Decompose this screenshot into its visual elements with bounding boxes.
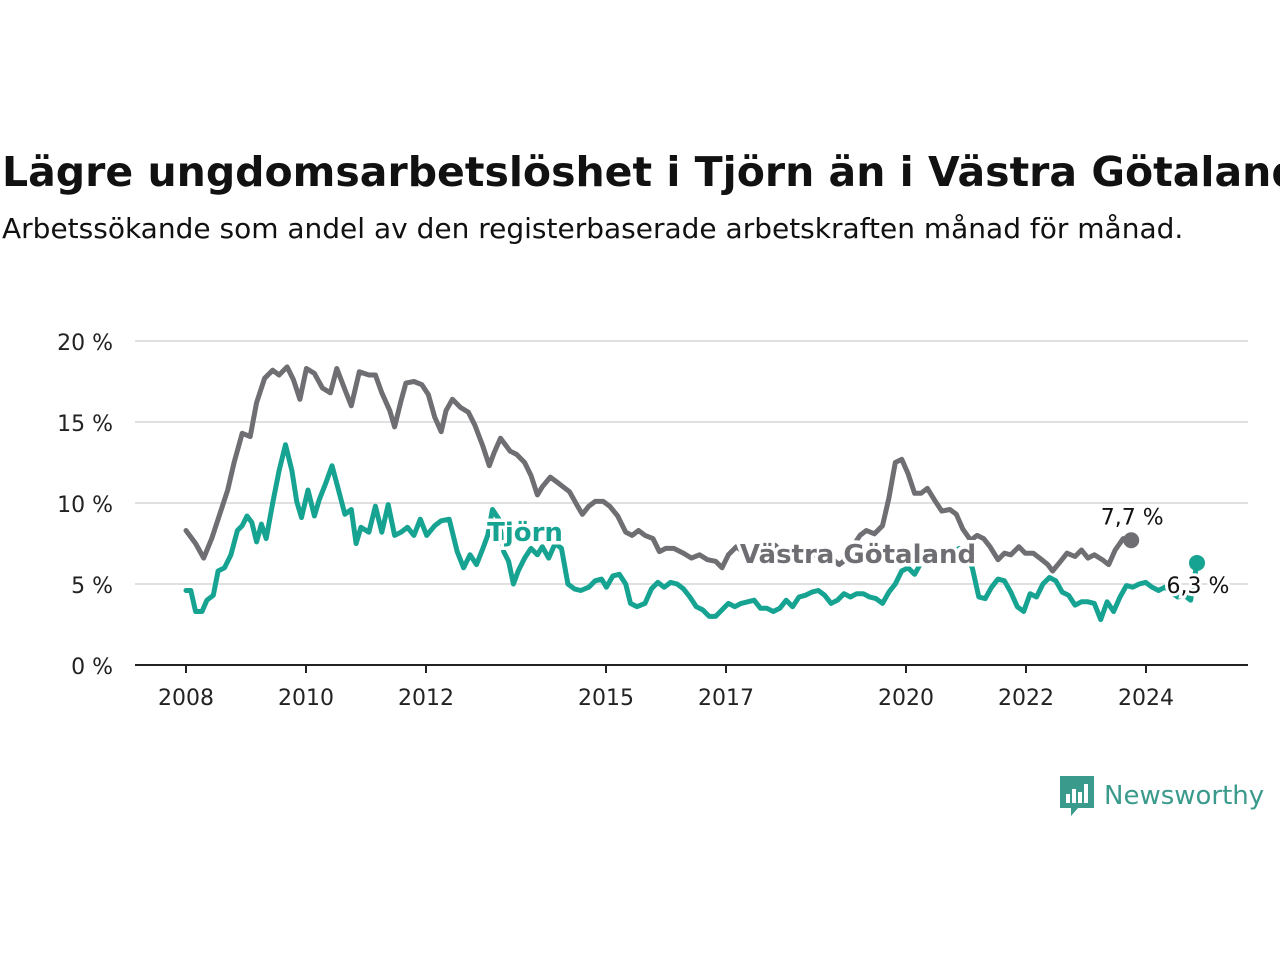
x-tick-label: 2017 bbox=[698, 686, 754, 711]
x-tick-label: 2015 bbox=[578, 686, 634, 711]
newsworthy-logo[interactable]: Newsworthy bbox=[1058, 772, 1264, 820]
chart-series bbox=[183, 364, 1205, 623]
series-end-label: 7,7 % bbox=[1101, 505, 1164, 530]
y-axis-ticks: 0 % 5 % 10 % 15 % 20 % bbox=[57, 331, 113, 680]
chart-gridlines bbox=[135, 340, 1248, 666]
x-tick-label: 2022 bbox=[998, 686, 1054, 711]
chart-series-labels: 7,7 % 6,3 % Västra Götaland Tjörn bbox=[484, 502, 1233, 602]
y-tick-label: 15 % bbox=[57, 412, 113, 437]
x-tick-label: 2012 bbox=[398, 686, 454, 711]
series-line-tjorn bbox=[183, 442, 1200, 623]
chart-subtitle: Arbetssökande som andel av den registerb… bbox=[2, 212, 1184, 245]
y-tick-label: 5 % bbox=[71, 574, 113, 599]
series-name-label: Tjörn bbox=[487, 518, 563, 548]
series-line-vastra-gotaland bbox=[183, 364, 1134, 574]
series-end-point bbox=[1123, 532, 1140, 549]
y-tick-label: 0 % bbox=[71, 655, 113, 680]
y-tick-label: 20 % bbox=[57, 331, 113, 356]
x-tick-label: 2008 bbox=[158, 686, 214, 711]
x-axis-ticks: 2008 2010 2012 2015 2017 2020 2022 2024 bbox=[158, 665, 1174, 711]
chart-title: Lägre ungdomsarbetslöshet i Tjörn än i V… bbox=[2, 148, 1280, 196]
series-name-label: Västra Götaland bbox=[740, 540, 976, 570]
x-tick-label: 2020 bbox=[878, 686, 934, 711]
brand-name: Newsworthy bbox=[1104, 781, 1265, 811]
bar-chart-speech-bubble-icon bbox=[1060, 776, 1094, 816]
x-tick-label: 2024 bbox=[1118, 686, 1174, 711]
x-tick-label: 2010 bbox=[278, 686, 334, 711]
series-end-label: 6,3 % bbox=[1167, 574, 1230, 599]
series-end-point bbox=[1189, 554, 1205, 571]
y-tick-label: 10 % bbox=[57, 493, 113, 518]
